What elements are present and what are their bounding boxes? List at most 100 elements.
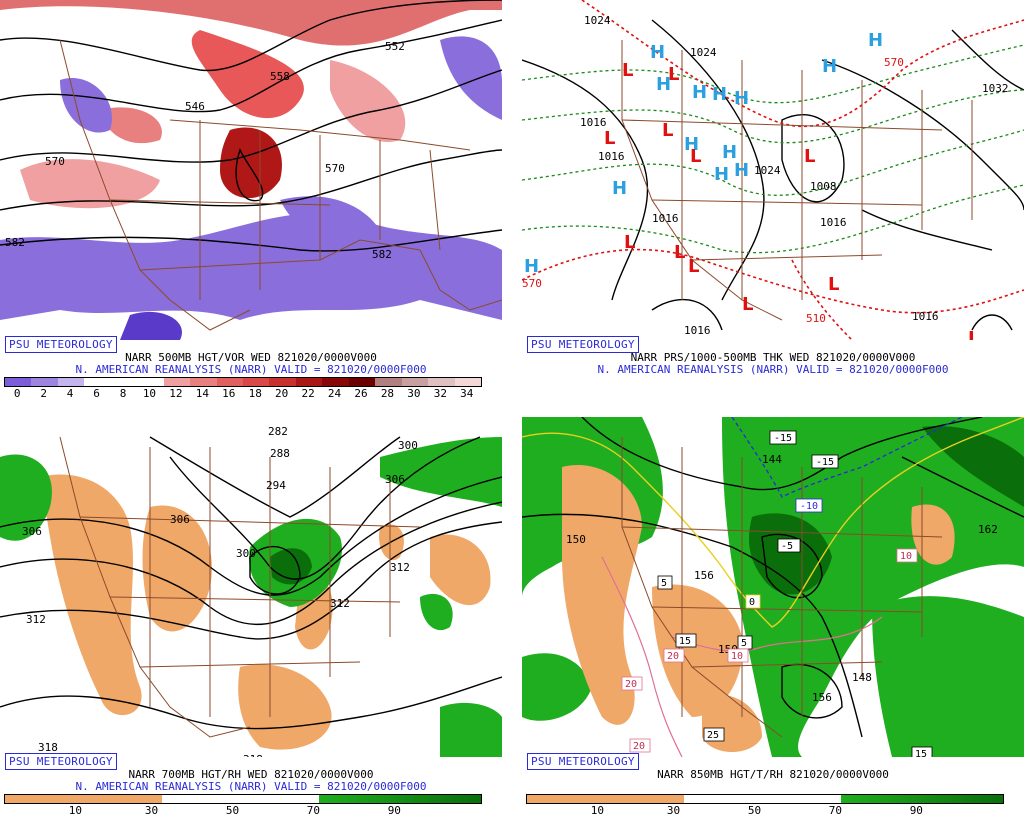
colorbar-tick-label: 34 [460,387,474,400]
isobar-label: 1016 [820,216,847,229]
colorbar-segment [137,378,164,386]
colorbar-tick-label: 16 [222,387,236,400]
colorbar-tick-label: 70 [306,804,321,817]
rh-moist-fill [0,437,502,757]
isobar-label: 1016 [652,212,679,225]
low-pressure-marker: L [690,146,701,167]
low-pressure-marker: L [688,256,699,277]
high-pressure-marker: H [868,30,883,51]
contour-label: 306 [170,513,190,526]
isobar-label: 1024 [690,46,717,59]
colorbar-tick-label: 90 [909,804,923,817]
colorbar-tick-label: 50 [747,804,762,817]
panel-title: NARR 500MB HGT/VOR WED 821020/0000V000 [125,351,377,364]
isobar-label: 1024 [584,14,611,27]
high-pressure-marker: H [524,256,539,277]
colorbar-tick-label: 0 [13,387,21,400]
temperature-label: 25 [707,730,719,741]
contour-label: 144 [762,453,782,466]
colorbar-segment [269,378,296,386]
panel-title: NARR PRS/1000-500MB THK WED 821020/0000V… [630,351,916,364]
colorbar-segment [295,378,323,386]
temperature-label: 20 [633,741,645,752]
high-pressure-marker: H [734,88,749,109]
colorbar-segment [110,378,138,386]
high-pressure-marker: H [612,178,627,199]
colorbar-tick-label: 10 [590,804,605,817]
contour-label: 318 [38,741,58,754]
temperature-label: -5 [781,541,793,552]
low-pressure-marker: L [624,232,635,253]
high-pressure-marker: H [656,74,671,95]
map-boundaries [59,436,421,738]
isobar-label: 1016 [912,310,939,323]
map-500mb-vorticity: 552 558 546 570 570 582 582 [0,0,502,340]
colorbar-segment [31,378,58,386]
vorticity-colorbar [4,377,482,387]
temperature-labels: -15 -15 -10 -5 5 15 5 10 20 20 20 25 15 [621,430,933,757]
colorbar-segment [190,378,217,386]
contour-label: 552 [385,40,405,53]
contour-label: 570 [45,155,65,168]
contour-label: 306 [22,525,42,538]
colorbar-tick-label: 6 [93,387,100,400]
height-labels: 552 558 546 570 570 582 582 [5,40,405,261]
temperature-label: 5 [741,638,747,649]
panel-subtitle: N. AMERICAN REANALYSIS (NARR) VALID = 82… [75,780,427,793]
rh-dry-fill [562,465,955,752]
low-pressure-marker: L [622,60,633,81]
thickness-label: 570 [522,277,542,290]
high-pressure-marker: H [712,84,727,105]
panel-title: NARR 700MB HGT/RH WED 821020/0000V000 [128,768,374,781]
colorbar-tick-label: 12 [169,387,183,400]
temperature-label: -15 [774,433,792,444]
contour-label: 312 [390,561,410,574]
colorbar-tick-label: 20 [275,387,289,400]
contour-label: 558 [270,70,290,83]
psu-meteorology-logo: PSU METEOROLOGY [5,753,117,770]
colorbar-segment [57,378,85,386]
colorbar-tick-label: 18 [248,387,262,400]
colorbar-tick-label: 8 [119,387,127,400]
colorbar-tick-label: 30 [666,804,681,817]
low-pressure-marker: L [828,274,839,295]
colorbar-tick-label: 10 [142,387,157,400]
contour-label: 546 [185,100,205,113]
temperature-label: -10 [800,501,818,512]
height-labels: 144 150 156 150 162 156 148 [566,453,998,704]
contour-label: 582 [5,236,25,249]
map-boundaries [621,40,973,321]
low-pressure-marker: L [668,64,679,85]
panel-pressure-thickness: 1024 1024 1032 1016 1016 1024 1008 1016 … [522,0,1024,402]
contour-label: 150 [566,533,586,546]
colorbar-segment [375,378,402,386]
contour-label: 156 [812,691,832,704]
high-pressure-marker: H [822,56,837,77]
height-labels: 282 288 294 300 306 306 306 312 312 300 … [22,425,418,757]
thickness-warm [522,0,1024,340]
low-pressure-centers: L L L L L L L L L L L L [604,60,979,340]
rh-dry-fill [40,474,491,750]
contour-label: 312 [330,597,350,610]
low-pressure-marker: L [662,120,673,141]
rh-colorbar [4,794,482,804]
height-contours [0,436,502,730]
colorbar-tick-label: 2 [40,387,47,400]
map-700mb-rh: 282 288 294 300 306 306 306 312 312 300 … [0,417,502,757]
isobar-label: 1016 [684,324,711,337]
contour-label: 306 [385,473,405,486]
colorbar-tick-label: 22 [301,387,315,400]
low-pressure-marker: L [742,294,753,315]
height-contours [522,417,1024,738]
colorbar-tick-label: 32 [433,387,447,400]
low-pressure-marker: L [604,128,615,149]
panel-title: NARR 850MB HGT/T/RH 821020/0000V000 [657,768,889,781]
contour-label: 318 [243,753,263,757]
cold-isotherms [731,417,963,498]
colorbar-tick-label: 24 [327,387,342,400]
map-boundaries [59,39,502,331]
contour-label: 162 [978,523,998,536]
isobar-label: 1016 [598,150,625,163]
colorbar-tick-label: 50 [225,804,240,817]
colorbar-segment [428,378,455,386]
